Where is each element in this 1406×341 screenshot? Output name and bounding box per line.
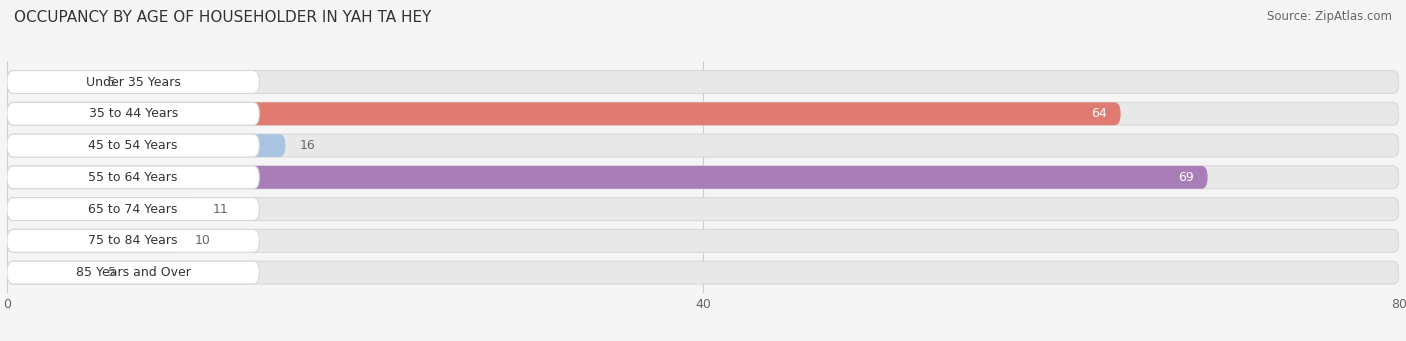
Text: 55 to 64 Years: 55 to 64 Years xyxy=(89,171,179,184)
FancyBboxPatch shape xyxy=(7,134,1399,157)
Text: 35 to 44 Years: 35 to 44 Years xyxy=(89,107,177,120)
Text: 16: 16 xyxy=(299,139,315,152)
Text: 45 to 54 Years: 45 to 54 Years xyxy=(89,139,179,152)
Text: 65 to 74 Years: 65 to 74 Years xyxy=(89,203,179,216)
Text: 5: 5 xyxy=(108,75,115,89)
Text: 5: 5 xyxy=(108,266,115,279)
FancyBboxPatch shape xyxy=(7,198,198,221)
FancyBboxPatch shape xyxy=(7,229,181,252)
FancyBboxPatch shape xyxy=(7,102,259,125)
FancyBboxPatch shape xyxy=(7,229,1399,252)
Text: Source: ZipAtlas.com: Source: ZipAtlas.com xyxy=(1267,10,1392,23)
FancyBboxPatch shape xyxy=(7,134,285,157)
Text: 85 Years and Over: 85 Years and Over xyxy=(76,266,191,279)
FancyBboxPatch shape xyxy=(7,198,259,221)
FancyBboxPatch shape xyxy=(7,71,259,93)
Text: Under 35 Years: Under 35 Years xyxy=(86,75,180,89)
Text: 10: 10 xyxy=(195,234,211,247)
FancyBboxPatch shape xyxy=(7,261,94,284)
Text: 11: 11 xyxy=(212,203,228,216)
FancyBboxPatch shape xyxy=(7,261,1399,284)
FancyBboxPatch shape xyxy=(7,166,1208,189)
FancyBboxPatch shape xyxy=(7,102,1399,125)
FancyBboxPatch shape xyxy=(7,71,94,93)
FancyBboxPatch shape xyxy=(7,229,259,252)
Text: 69: 69 xyxy=(1178,171,1194,184)
FancyBboxPatch shape xyxy=(7,198,1399,221)
Text: 75 to 84 Years: 75 to 84 Years xyxy=(89,234,179,247)
Text: OCCUPANCY BY AGE OF HOUSEHOLDER IN YAH TA HEY: OCCUPANCY BY AGE OF HOUSEHOLDER IN YAH T… xyxy=(14,10,432,25)
FancyBboxPatch shape xyxy=(7,71,1399,93)
FancyBboxPatch shape xyxy=(7,261,259,284)
FancyBboxPatch shape xyxy=(7,102,1121,125)
Text: 64: 64 xyxy=(1091,107,1107,120)
FancyBboxPatch shape xyxy=(7,166,1399,189)
FancyBboxPatch shape xyxy=(7,134,259,157)
FancyBboxPatch shape xyxy=(7,166,259,189)
